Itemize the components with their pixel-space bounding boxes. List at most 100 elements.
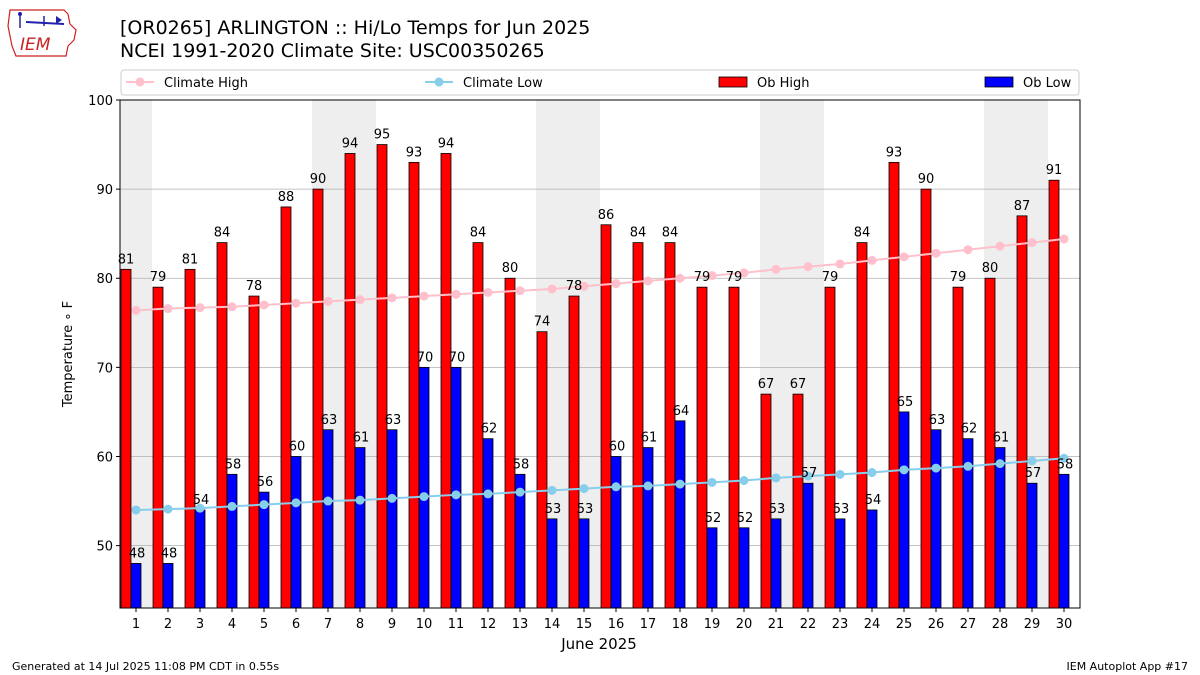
x-tick-label: 5 [260, 617, 268, 632]
ob-low-label: 65 [897, 395, 914, 410]
ob-high-label: 79 [726, 270, 743, 285]
ob-low-label: 64 [673, 404, 690, 419]
climate-low-point [451, 490, 461, 500]
y-tick-label: 80 [96, 272, 113, 287]
climate-high-point [227, 302, 237, 312]
legend-label: Ob High [757, 76, 810, 91]
climate-low-point [355, 495, 365, 505]
ob-low-bar [418, 366, 430, 609]
ob-low-label: 70 [449, 350, 466, 365]
ob-low-label: 48 [129, 546, 146, 561]
climate-low-point [643, 481, 653, 491]
iem-logo: IEM [7, 9, 77, 57]
climate-high-point [355, 295, 365, 305]
climate-low-point [579, 484, 589, 494]
ob-low-bar [642, 447, 654, 609]
climate-high-point [867, 255, 877, 265]
ob-high-bar [376, 144, 388, 609]
ob-low-label: 61 [641, 431, 658, 446]
climate-low-point [259, 500, 269, 510]
x-axis-label: June 2025 [560, 635, 637, 653]
ob-high-bar [600, 224, 612, 609]
climate-high-point [995, 241, 1005, 251]
climate-high-point [579, 281, 589, 291]
x-tick-label: 11 [448, 617, 465, 632]
ob-low-bar [386, 429, 398, 609]
x-tick-label: 3 [196, 617, 204, 632]
chart-subtitle: NCEI 1991-2020 Climate Site: USC00350265 [120, 40, 545, 62]
chart-title: [OR0265] ARLINGTON :: Hi/Lo Temps for Ju… [120, 17, 591, 39]
climate-lines [131, 234, 1069, 515]
climate-high-point [387, 293, 397, 303]
ob-high-bar [216, 242, 228, 609]
ob-low-bar [994, 447, 1006, 609]
ob-low-bar [322, 429, 334, 609]
climate-low-point [483, 489, 493, 499]
climate-high-point [707, 271, 717, 281]
ob-low-label: 56 [257, 475, 274, 490]
climate-high-point [675, 273, 685, 283]
x-tick-label: 15 [576, 617, 593, 632]
climate-low-point [1059, 453, 1069, 463]
climate-low-point [291, 498, 301, 508]
ob-low-bar [194, 509, 206, 609]
ob-high-label: 79 [950, 270, 967, 285]
x-tick-label: 25 [896, 617, 913, 632]
climate-low-point [131, 505, 141, 515]
ob-high-label: 84 [630, 226, 647, 241]
ob-low-bar [450, 366, 462, 609]
x-tick-label: 7 [324, 617, 332, 632]
climate-high-point [835, 259, 845, 269]
ob-high-bar [696, 286, 708, 609]
ob-low-bar [898, 411, 910, 609]
ob-high-bar [184, 268, 196, 609]
y-tick-label: 90 [96, 183, 113, 198]
ob-low-bar [610, 456, 622, 609]
ob-high-bar [248, 295, 260, 609]
x-tick-label: 26 [928, 617, 945, 632]
ob-low-label: 60 [289, 439, 306, 454]
climate-high-point [291, 298, 301, 308]
ob-low-label: 58 [513, 457, 530, 472]
climate-low-point [419, 492, 429, 502]
ob-low-label: 57 [1025, 466, 1042, 481]
x-tick-label: 13 [512, 617, 529, 632]
x-tick-label: 20 [736, 617, 753, 632]
ob-low-label: 53 [545, 502, 562, 517]
ob-high-label: 86 [598, 208, 615, 223]
climate-high-point [771, 264, 781, 274]
x-tick-label: 12 [480, 617, 497, 632]
ob-low-bar [802, 482, 814, 609]
ob-high-bar [536, 331, 548, 609]
ob-low-bar [130, 563, 142, 609]
x-tick-label: 21 [768, 617, 785, 632]
plot-frame [119, 99, 1081, 609]
ob-high-label: 81 [118, 252, 135, 267]
ob-high-bar [952, 286, 964, 609]
ob-low-label: 52 [705, 511, 722, 526]
ob-low-label: 70 [417, 350, 434, 365]
climate-low-point [227, 501, 237, 511]
ob-high-bar [280, 206, 292, 609]
climate-high-point [739, 268, 749, 278]
climate-low-point [835, 469, 845, 479]
ob-low-bar [1026, 482, 1038, 609]
climate-low-point [803, 471, 813, 481]
ob-high-bar [728, 286, 740, 609]
ob-low-bar [706, 527, 718, 609]
x-tick-label: 14 [544, 617, 561, 632]
ob-high-label: 67 [758, 377, 775, 392]
climate-high-point [611, 279, 621, 289]
ob-high-label: 84 [214, 226, 231, 241]
climate-high-point [803, 262, 813, 272]
legend-frame [120, 69, 1080, 96]
climate-low-point [1027, 456, 1037, 466]
climate-high-line [135, 238, 1065, 312]
ob-high-label: 90 [310, 172, 327, 187]
ob-low-label: 60 [609, 439, 626, 454]
x-tick-label: 23 [832, 617, 849, 632]
ob-high-bar [568, 295, 580, 609]
x-tick-label: 9 [388, 617, 396, 632]
ob-high-label: 84 [662, 226, 679, 241]
ob-low-label: 54 [865, 493, 882, 508]
